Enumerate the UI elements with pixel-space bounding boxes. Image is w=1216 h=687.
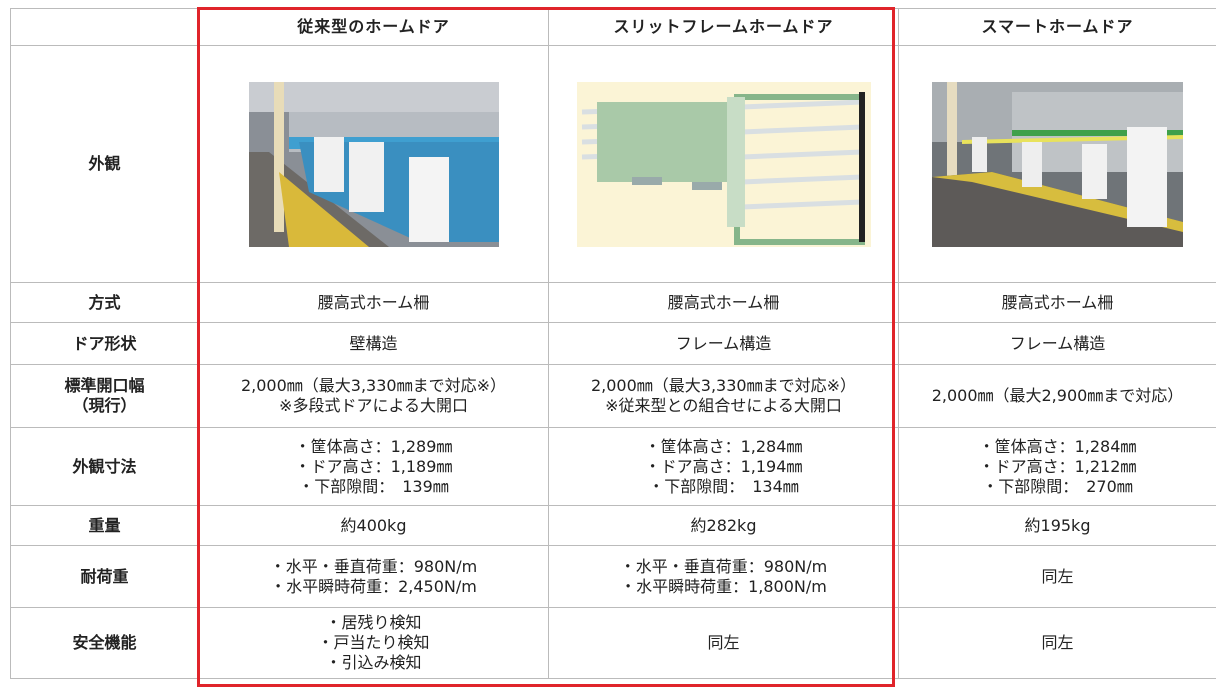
text-line: ※従来型との組合せによる大開口 bbox=[549, 396, 898, 416]
text-line: 従来型のホームドア bbox=[199, 17, 548, 37]
text-line: 耐荷重 bbox=[11, 567, 198, 587]
cell: ・居残り検知・戸当たり検知・引込み検知 bbox=[199, 608, 549, 679]
header-cell: スリットフレームホームドア bbox=[549, 9, 899, 46]
text-line: 方式 bbox=[11, 293, 198, 313]
text-line: ・ドア高さ：1,194㎜ bbox=[549, 457, 898, 477]
text-line: （現行） bbox=[11, 396, 198, 416]
row-label: 安全機能 bbox=[11, 608, 199, 679]
text-line: ※多段式ドアによる大開口 bbox=[199, 396, 548, 416]
text-line: ・引込み検知 bbox=[199, 653, 548, 673]
text-line: ・筐体高さ：1,284㎜ bbox=[549, 437, 898, 457]
text-line: スリットフレームホームドア bbox=[549, 17, 898, 37]
text-line: 安全機能 bbox=[11, 633, 198, 653]
cell: 2,000㎜（最大3,330㎜まで対応※）※従来型との組合せによる大開口 bbox=[549, 365, 899, 428]
data-row: ドア形状壁構造フレーム構造フレーム構造 bbox=[11, 323, 1216, 365]
text-line: 腰高式ホーム柵 bbox=[199, 293, 548, 313]
data-row: 外観寸法・筐体高さ：1,289㎜・ドア高さ：1,189㎜・下部隙間： 139㎜・… bbox=[11, 428, 1216, 506]
text-line: 約282kg bbox=[549, 516, 898, 536]
cell: 約400kg bbox=[199, 506, 549, 546]
text-line: ・水平瞬時荷重：2,450N/m bbox=[199, 577, 548, 597]
data-row: 標準開口幅（現行）2,000㎜（最大3,330㎜まで対応※）※多段式ドアによる大… bbox=[11, 365, 1216, 428]
photo-illustration bbox=[932, 82, 1183, 247]
header-cell: スマートホームドア bbox=[899, 9, 1216, 46]
text-line: 同左 bbox=[549, 633, 898, 653]
cell: 2,000㎜（最大2,900㎜まで対応） bbox=[899, 365, 1216, 428]
text-line: 同左 bbox=[899, 633, 1216, 653]
text-line: 腰高式ホーム柵 bbox=[549, 293, 898, 313]
text-line: 外観 bbox=[11, 154, 198, 174]
cell: 2,000㎜（最大3,330㎜まで対応※）※多段式ドアによる大開口 bbox=[199, 365, 549, 428]
text-line: ・下部隙間： 134㎜ bbox=[549, 477, 898, 497]
data-row: 安全機能・居残り検知・戸当たり検知・引込み検知同左同左 bbox=[11, 608, 1216, 679]
cell: 同左 bbox=[899, 546, 1216, 608]
row-label: 耐荷重 bbox=[11, 546, 199, 608]
text-line: 2,000㎜（最大3,330㎜まで対応※） bbox=[549, 376, 898, 396]
text-line: ・下部隙間： 270㎜ bbox=[899, 477, 1216, 497]
image-cell bbox=[899, 46, 1216, 283]
cell: フレーム構造 bbox=[899, 323, 1216, 365]
row-label: ドア形状 bbox=[11, 323, 199, 365]
text-line: 腰高式ホーム柵 bbox=[899, 293, 1216, 313]
photo-illustration bbox=[249, 82, 499, 247]
cell: ・水平・垂直荷重：980N/m・水平瞬時荷重：1,800N/m bbox=[549, 546, 899, 608]
text-line: ・筐体高さ：1,284㎜ bbox=[899, 437, 1216, 457]
text-line: 約400kg bbox=[199, 516, 548, 536]
text-line: フレーム構造 bbox=[549, 334, 898, 354]
text-line: ・居残り検知 bbox=[199, 613, 548, 633]
text-line: スマートホームドア bbox=[899, 17, 1216, 37]
cell: 腰高式ホーム柵 bbox=[199, 283, 549, 323]
image-cell bbox=[549, 46, 899, 283]
cell: 腰高式ホーム柵 bbox=[549, 283, 899, 323]
cell: 約282kg bbox=[549, 506, 899, 546]
corner-cell bbox=[11, 9, 199, 46]
photo bbox=[549, 82, 898, 247]
cell: 腰高式ホーム柵 bbox=[899, 283, 1216, 323]
text-line: 重量 bbox=[11, 516, 198, 536]
comparison-table: 従来型のホームドアスリットフレームホームドアスマートホームドア外観方式腰高式ホー… bbox=[10, 8, 1216, 679]
text-line: 2,000㎜（最大2,900㎜まで対応） bbox=[899, 386, 1216, 406]
image-row: 外観 bbox=[11, 46, 1216, 283]
cell: ・筐体高さ：1,284㎜・ドア高さ：1,194㎜・下部隙間： 134㎜ bbox=[549, 428, 899, 506]
text-line: ・水平・垂直荷重：980N/m bbox=[549, 557, 898, 577]
row-label: 外観 bbox=[11, 46, 199, 283]
cell: ・水平・垂直荷重：980N/m・水平瞬時荷重：2,450N/m bbox=[199, 546, 549, 608]
text-line: ・筐体高さ：1,289㎜ bbox=[199, 437, 548, 457]
text-line: ・水平瞬時荷重：1,800N/m bbox=[549, 577, 898, 597]
cell: 同左 bbox=[899, 608, 1216, 679]
header-row: 従来型のホームドアスリットフレームホームドアスマートホームドア bbox=[11, 9, 1216, 46]
row-label: 重量 bbox=[11, 506, 199, 546]
row-label: 外観寸法 bbox=[11, 428, 199, 506]
cell: フレーム構造 bbox=[549, 323, 899, 365]
text-line: 標準開口幅 bbox=[11, 376, 198, 396]
image-cell bbox=[199, 46, 549, 283]
header-cell: 従来型のホームドア bbox=[199, 9, 549, 46]
cell: 壁構造 bbox=[199, 323, 549, 365]
text-line: 同左 bbox=[899, 567, 1216, 587]
cell: 同左 bbox=[549, 608, 899, 679]
text-line: 約195kg bbox=[899, 516, 1216, 536]
cell: ・筐体高さ：1,284㎜・ドア高さ：1,212㎜・下部隙間： 270㎜ bbox=[899, 428, 1216, 506]
photo bbox=[199, 82, 548, 247]
text-line: ・水平・垂直荷重：980N/m bbox=[199, 557, 548, 577]
text-line: ・ドア高さ：1,212㎜ bbox=[899, 457, 1216, 477]
text-line: 外観寸法 bbox=[11, 457, 198, 477]
row-label: 方式 bbox=[11, 283, 199, 323]
text-line: ・戸当たり検知 bbox=[199, 633, 548, 653]
photo bbox=[899, 82, 1216, 247]
text-line: 2,000㎜（最大3,330㎜まで対応※） bbox=[199, 376, 548, 396]
data-row: 耐荷重・水平・垂直荷重：980N/m・水平瞬時荷重：2,450N/m・水平・垂直… bbox=[11, 546, 1216, 608]
cell: ・筐体高さ：1,289㎜・ドア高さ：1,189㎜・下部隙間： 139㎜ bbox=[199, 428, 549, 506]
text-line: ドア形状 bbox=[11, 334, 198, 354]
data-row: 方式腰高式ホーム柵腰高式ホーム柵腰高式ホーム柵 bbox=[11, 283, 1216, 323]
cell: 約195kg bbox=[899, 506, 1216, 546]
text-line: ・下部隙間： 139㎜ bbox=[199, 477, 548, 497]
row-label: 標準開口幅（現行） bbox=[11, 365, 199, 428]
text-line: フレーム構造 bbox=[899, 334, 1216, 354]
photo-illustration bbox=[577, 82, 871, 247]
text-line: ・ドア高さ：1,189㎜ bbox=[199, 457, 548, 477]
text-line: 壁構造 bbox=[199, 334, 548, 354]
